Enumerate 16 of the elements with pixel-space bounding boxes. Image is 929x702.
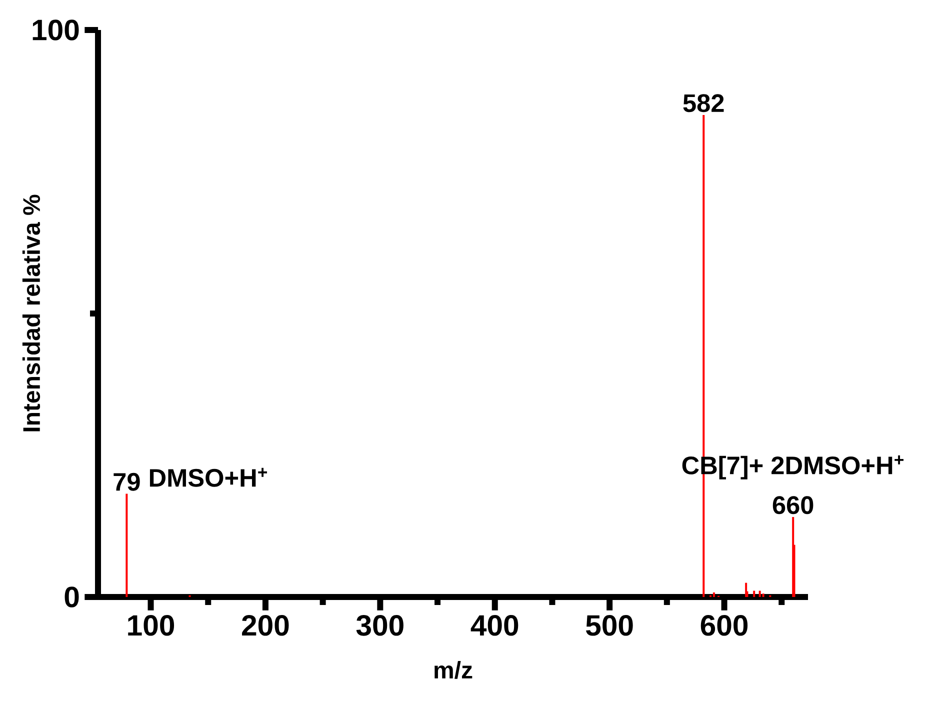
- annotation: DMSO+H$^{+}$: [150, 468, 268, 487]
- x-tick-label: 400: [470, 615, 518, 636]
- x-tick-label: 100: [128, 615, 174, 636]
- bar: [126, 494, 128, 597]
- annotation: 582: [683, 94, 724, 112]
- x-axis-title: m/z: [434, 660, 472, 679]
- x-tick-label: 500: [586, 615, 633, 636]
- x-tick-label: 600: [700, 615, 748, 636]
- y-axis-title: Intensidad relativa %: [22, 194, 40, 432]
- x-tick-label: 200: [242, 615, 289, 636]
- bar: [762, 594, 764, 597]
- x-tick-label: 300: [356, 615, 404, 636]
- bar: [758, 590, 761, 597]
- annotation: 79: [114, 472, 140, 491]
- annotation: 660: [772, 496, 814, 514]
- y-tick-label: 0: [64, 586, 79, 608]
